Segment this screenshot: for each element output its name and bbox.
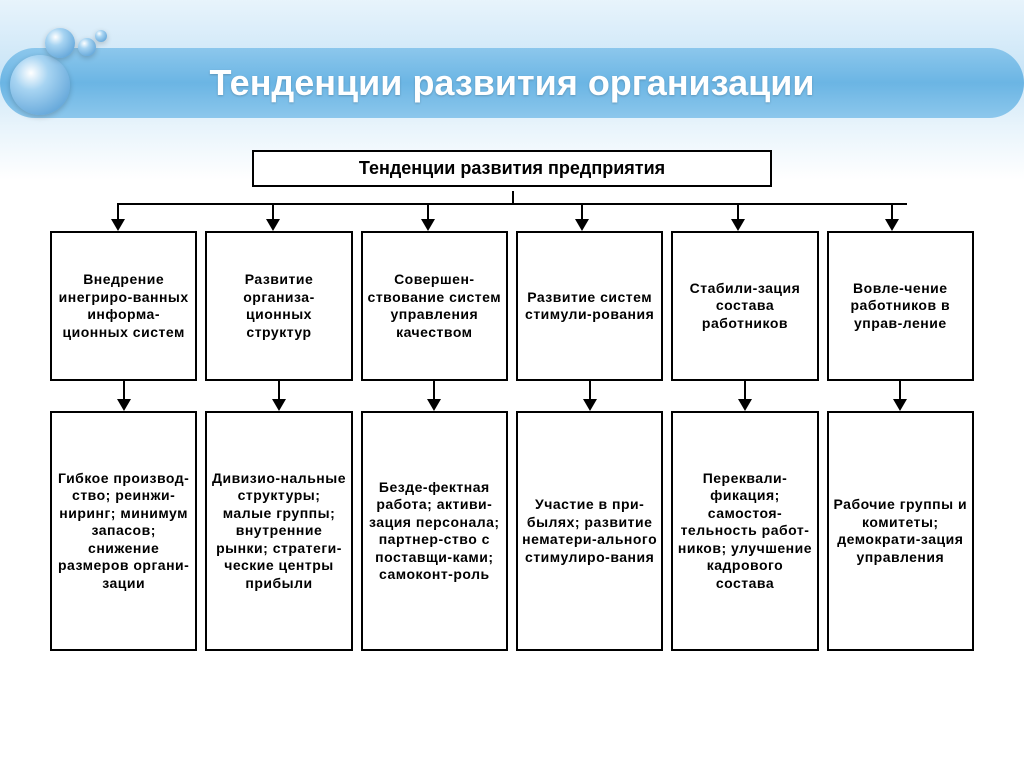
page-title: Тенденции развития организации xyxy=(209,62,814,104)
arrow-down-icon xyxy=(738,399,752,411)
mid-box: Развитие систем стимули-рования xyxy=(516,231,663,381)
arrow-down-icon xyxy=(583,399,597,411)
column-0: Внедрение инегриро-ванных информа-ционны… xyxy=(50,231,197,651)
connector-horizontal xyxy=(50,191,974,231)
root-box: Тенденции развития предприятия xyxy=(252,150,772,187)
bot-box: Участие в при-былях; развитие нематери-а… xyxy=(516,411,663,651)
column-3: Развитие систем стимули-рования Участие … xyxy=(516,231,663,651)
bubble-decor-icon xyxy=(10,55,70,115)
bot-box: Дивизио-нальные структуры; малые группы;… xyxy=(205,411,352,651)
org-diagram: Тенденции развития предприятия Внедрение… xyxy=(50,150,974,651)
arrow-down-icon xyxy=(272,399,286,411)
bot-box: Переквали-фикация; самостоя-тельность ра… xyxy=(671,411,818,651)
bubble-decor-icon xyxy=(45,28,75,58)
bot-box: Гибкое производ-ство; реинжи-ниринг; мин… xyxy=(50,411,197,651)
connector-vertical xyxy=(899,381,901,399)
mid-box: Развитие организа-ционных структур xyxy=(205,231,352,381)
columns-row-mid: Внедрение инегриро-ванных информа-ционны… xyxy=(50,231,974,651)
column-2: Совершен-ствование систем управления кач… xyxy=(361,231,508,651)
mid-box: Вовле-чение работников в управ-ление xyxy=(827,231,974,381)
column-1: Развитие организа-ционных структур Дивиз… xyxy=(205,231,352,651)
mid-box: Внедрение инегриро-ванных информа-ционны… xyxy=(50,231,197,381)
mid-box: Стабили-зация состава работников xyxy=(671,231,818,381)
bubble-decor-icon xyxy=(78,38,96,56)
connector-vertical xyxy=(589,381,591,399)
title-banner: Тенденции развития организации xyxy=(0,48,1024,118)
arrow-down-icon xyxy=(117,399,131,411)
connector-vertical xyxy=(744,381,746,399)
arrow-down-icon xyxy=(893,399,907,411)
connector-vertical xyxy=(278,381,280,399)
bot-box: Безде-фектная работа; активи-зация персо… xyxy=(361,411,508,651)
arrow-down-icon xyxy=(427,399,441,411)
connector-vertical xyxy=(433,381,435,399)
connector-vertical xyxy=(123,381,125,399)
column-4: Стабили-зация состава работников Переква… xyxy=(671,231,818,651)
bot-box: Рабочие группы и комитеты; демократи-зац… xyxy=(827,411,974,651)
bubble-decor-icon xyxy=(95,30,107,42)
mid-box: Совершен-ствование систем управления кач… xyxy=(361,231,508,381)
column-5: Вовле-чение работников в управ-ление Раб… xyxy=(827,231,974,651)
